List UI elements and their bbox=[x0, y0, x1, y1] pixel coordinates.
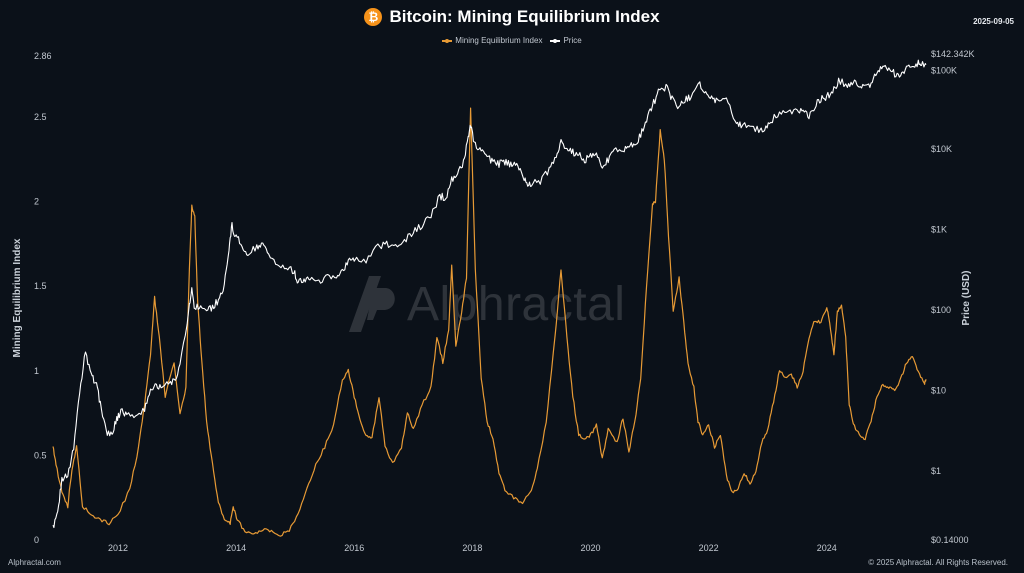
x-tick-label-6: 2024 bbox=[817, 543, 837, 553]
legend-label-price: Price bbox=[563, 36, 582, 45]
footer-copyright: © 2025 Alphractal. All Rights Reserved. bbox=[868, 558, 1008, 567]
chart-date: 2025-09-05 bbox=[973, 17, 1014, 26]
y-right-tick-label-6: $100K bbox=[931, 65, 957, 75]
y-left-tick-label-2: 1 bbox=[34, 366, 39, 376]
series-line-mining-equilibrium-index bbox=[52, 107, 927, 537]
chart-legend: Mining Equilibrium Index Price bbox=[0, 36, 1024, 45]
y-left-tick-label-3: 1.5 bbox=[34, 281, 47, 291]
y-left-tick-label-4: 2 bbox=[34, 197, 39, 207]
y-left-axis-title: Mining Equilibrium Index bbox=[12, 238, 23, 357]
legend-item-price[interactable]: Price bbox=[550, 36, 582, 45]
series-line-price bbox=[52, 59, 927, 529]
legend-swatch-mei bbox=[442, 38, 453, 43]
legend-item-mei[interactable]: Mining Equilibrium Index bbox=[442, 36, 542, 45]
y-right-tick-label-1: $1 bbox=[931, 466, 941, 476]
y-right-tick-label-2: $10 bbox=[931, 386, 946, 396]
x-tick-label-1: 2014 bbox=[226, 543, 246, 553]
y-left-tick-label-5: 2.5 bbox=[34, 112, 47, 122]
y-left-tick-label-1: 0.5 bbox=[34, 450, 47, 460]
axes-layer: 0 0.5 1 1.5 2 2.5 2.86 $0.14000 $1 $10 $100 $1K $10K… bbox=[12, 49, 975, 553]
legend-label-mei: Mining Equilibrium Index bbox=[455, 36, 543, 45]
y-left-tick-label-6: 2.86 bbox=[34, 51, 52, 61]
series-layer bbox=[52, 59, 927, 537]
y-right-tick-label-5: $10K bbox=[931, 144, 952, 154]
x-tick-label-0: 2012 bbox=[108, 543, 128, 553]
x-tick-label-5: 2022 bbox=[699, 543, 719, 553]
x-tick-label-3: 2018 bbox=[462, 543, 482, 553]
y-right-axis-title: Price (USD) bbox=[961, 270, 972, 325]
x-tick-label-2: 2016 bbox=[344, 543, 364, 553]
y-right-tick-label-4: $1K bbox=[931, 224, 947, 234]
y-right-tick-label-3: $100 bbox=[931, 305, 951, 315]
y-left-tick-label-0: 0 bbox=[34, 535, 39, 545]
y-right-tick-label-7: $142.342K bbox=[931, 49, 975, 59]
x-tick-label-4: 2020 bbox=[580, 543, 600, 553]
y-right-tick-label-0: $0.14000 bbox=[931, 535, 969, 545]
legend-swatch-price bbox=[550, 38, 561, 43]
footer-site[interactable]: Alphractal.com bbox=[8, 558, 61, 567]
